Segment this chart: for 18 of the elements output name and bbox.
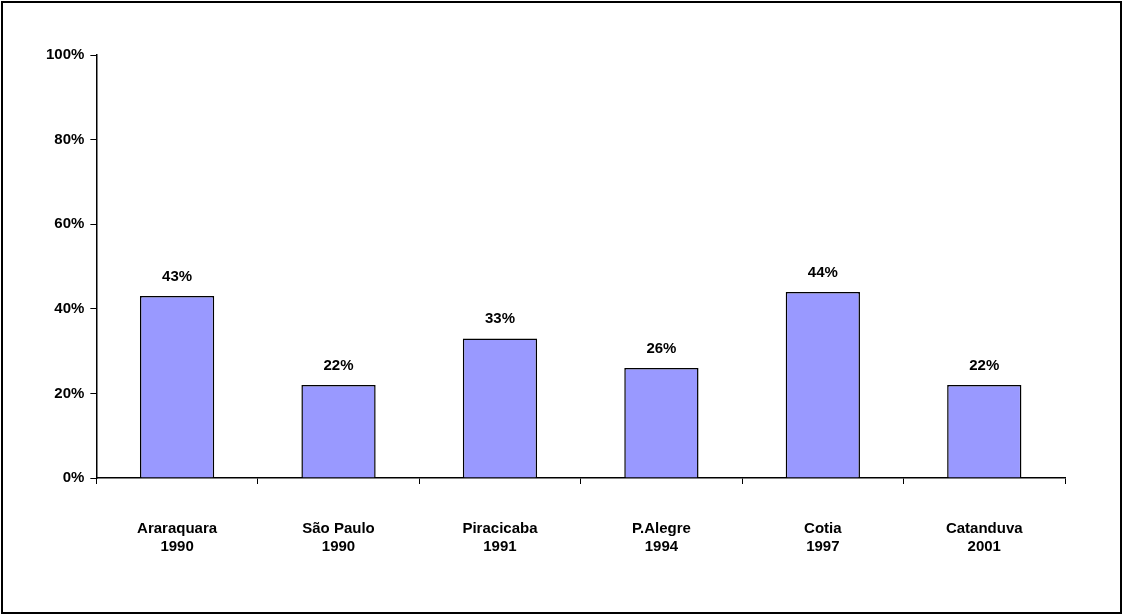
y-tick-label: 0% (62, 468, 85, 486)
x-tick-label: Catanduva 2001 (945, 519, 1024, 555)
x-tick-label: Piracicaba 1991 (462, 519, 539, 555)
x-tick-label: Cotia 1997 (804, 519, 843, 555)
x-tick-label: P.Alegre 1994 (631, 519, 691, 555)
x-tick-label: São Paulo 1990 (302, 519, 375, 555)
x-tick-label: Araraquara 1990 (137, 519, 218, 555)
data-label: 44% (807, 262, 838, 280)
y-tick-label: 20% (54, 383, 85, 401)
data-label: 26% (646, 338, 677, 356)
y-tick-label: 40% (54, 298, 85, 316)
data-label: 22% (323, 355, 354, 373)
data-label: 33% (484, 309, 515, 327)
y-tick-label: 80% (54, 129, 85, 147)
data-label: 22% (969, 355, 1000, 373)
data-label: 43% (162, 266, 193, 284)
y-tick-label: 100% (45, 45, 85, 63)
y-tick-label: 60% (54, 214, 85, 232)
